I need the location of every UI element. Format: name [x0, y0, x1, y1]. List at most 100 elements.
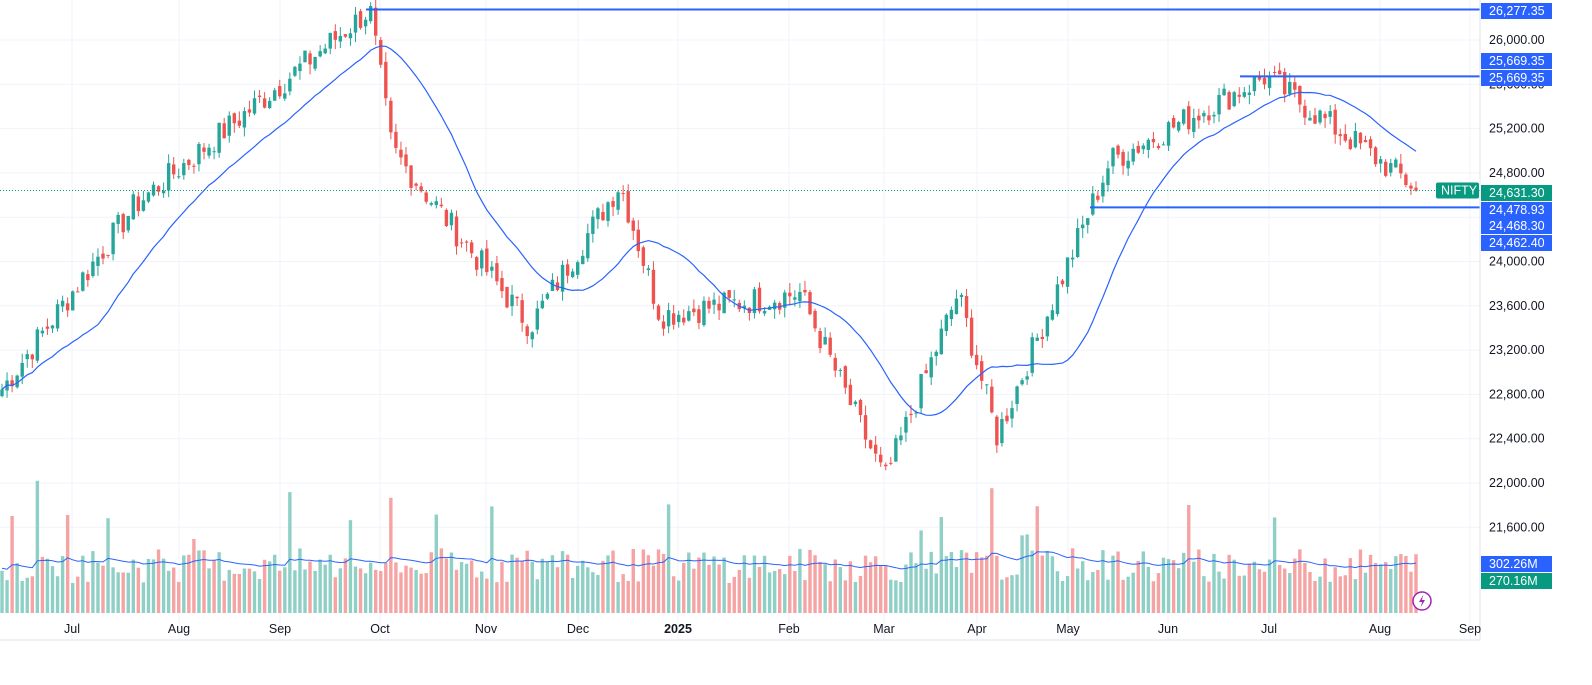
- volume-bar: [1343, 575, 1347, 613]
- candle-body: [1091, 193, 1095, 215]
- candle-body: [1106, 168, 1110, 186]
- candle-body: [919, 374, 923, 409]
- price-tick-label: 22,000.00: [1489, 476, 1545, 490]
- candle-body: [439, 204, 444, 207]
- candle-body: [894, 438, 898, 462]
- volume-bar: [338, 568, 343, 613]
- candle-body: [262, 98, 267, 108]
- candle-body: [111, 222, 115, 255]
- volume-bar: [1328, 581, 1332, 613]
- candle-body: [1121, 152, 1125, 166]
- volume-bar: [1070, 548, 1075, 613]
- candle-body: [308, 53, 312, 65]
- candle-body: [1293, 82, 1297, 90]
- candle-body: [212, 151, 216, 153]
- lightning-bolt-icon[interactable]: [1412, 591, 1432, 611]
- volume-bar: [237, 573, 242, 613]
- price-tick-label: 25,200.00: [1489, 122, 1545, 136]
- volume-bar: [348, 520, 353, 613]
- volume-bar: [586, 567, 590, 613]
- volume-bar: [803, 580, 807, 613]
- volume-bar: [515, 557, 519, 613]
- candle-body: [1096, 195, 1100, 200]
- volume-bar: [313, 570, 317, 613]
- volume-bar: [363, 573, 368, 613]
- volume-bar: [469, 560, 474, 613]
- volume-bar: [616, 581, 620, 613]
- price-badges: 26,277.35 25,669.35 25,669.35 24,631.30 24,4…: [1481, 3, 1552, 589]
- volume-bar: [156, 549, 161, 613]
- candle-body: [1227, 92, 1231, 110]
- volume-bar: [722, 557, 726, 613]
- candle-body: [1166, 122, 1171, 146]
- volume-bar: [570, 577, 575, 613]
- volume-bar: [651, 565, 656, 613]
- volume-bar: [727, 582, 731, 613]
- candle-body: [1182, 109, 1186, 124]
- time-tick-label: Feb: [778, 622, 800, 636]
- candle-body: [1414, 187, 1418, 191]
- candle-body: [126, 215, 130, 231]
- candle-body: [550, 279, 555, 291]
- candle-body: [40, 330, 45, 334]
- candle-body: [1409, 185, 1413, 189]
- volume-bar: [227, 569, 231, 613]
- volume-bar: [611, 550, 615, 613]
- candle-body: [1025, 376, 1029, 380]
- volume-bar: [828, 581, 832, 613]
- price-axis[interactable]: 26,000.0025,600.0025,200.0024,800.0024,4…: [1489, 33, 1545, 534]
- volume-bar: [1065, 576, 1070, 613]
- volume-bar: [202, 550, 206, 613]
- candle-body: [788, 292, 792, 297]
- candle-body: [838, 370, 842, 372]
- volume-bar: [187, 554, 191, 613]
- candle-body: [1086, 218, 1090, 225]
- price-badge: [1481, 185, 1552, 201]
- candle-body: [823, 336, 827, 345]
- volume-bar: [343, 558, 348, 613]
- volume-bar: [86, 581, 90, 613]
- candle-body: [146, 192, 151, 202]
- volume-bar: [207, 568, 211, 613]
- candle-body: [1368, 139, 1373, 149]
- candle-body: [1338, 134, 1342, 137]
- candle-body: [434, 201, 438, 206]
- volume-bar: [278, 570, 282, 613]
- volume-bar: [1126, 576, 1130, 613]
- candle-body: [293, 66, 297, 76]
- volume-bar: [1298, 549, 1302, 613]
- price-tick-label: 24,000.00: [1489, 255, 1545, 269]
- volume-bar: [848, 561, 853, 613]
- volume-bar: [389, 497, 393, 613]
- volume-bar: [404, 565, 408, 613]
- horizontal-levels[interactable]: [366, 8, 1480, 209]
- candle-body: [1308, 117, 1312, 121]
- price-tick-label: 26,000.00: [1489, 33, 1545, 47]
- volume-moving-average-line: [1, 551, 1417, 570]
- candle-body: [348, 33, 353, 39]
- volume-bar: [262, 559, 267, 613]
- volume-bar: [252, 571, 257, 613]
- volume-bar: [1389, 569, 1393, 613]
- volume-bar: [434, 514, 438, 613]
- candle-body: [959, 294, 964, 298]
- candle-body: [96, 256, 100, 266]
- candle-body: [1126, 160, 1130, 169]
- volume-bar: [1283, 568, 1287, 613]
- volume-bar: [1075, 568, 1080, 613]
- price-badge: [1481, 3, 1552, 19]
- volume-bar: [1025, 534, 1029, 613]
- volume-bar: [682, 562, 686, 613]
- candle-body: [964, 296, 969, 319]
- volume-bar: [778, 569, 782, 613]
- volume-bar: [172, 567, 176, 613]
- candle-body: [525, 326, 529, 337]
- candle-body: [1242, 92, 1246, 97]
- volume-bar: [1237, 575, 1241, 613]
- volume-bar: [914, 563, 918, 613]
- time-axis[interactable]: Jul Aug Sep Oct Nov Dec 2025 Feb Mar Apr May Jun Jul…: [64, 622, 1481, 636]
- candle-body: [944, 314, 949, 332]
- candle-body: [404, 154, 408, 167]
- volume-bar: [1378, 564, 1383, 613]
